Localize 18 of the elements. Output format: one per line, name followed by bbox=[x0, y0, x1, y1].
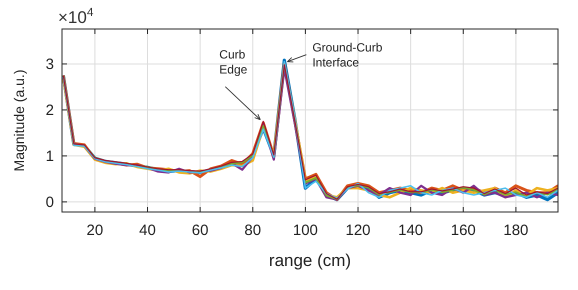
y-axis-title: Magnitude (a.u.) bbox=[11, 70, 27, 172]
y-tick-label: 0 bbox=[46, 194, 54, 212]
y-tick-label: 1 bbox=[46, 148, 54, 166]
x-tick-label: 100 bbox=[292, 222, 318, 239]
x-tick-label: 80 bbox=[244, 222, 262, 239]
text: ×10$^{4}$ bbox=[58, 5, 94, 27]
x-tick-label: 20 bbox=[86, 222, 104, 239]
x-tick-label: 120 bbox=[346, 222, 371, 239]
x-tick-label: 140 bbox=[398, 222, 424, 239]
y-tick-label: 2 bbox=[46, 102, 54, 120]
x-tick-label: 180 bbox=[503, 222, 528, 239]
x-axis-title: range (cm) bbox=[268, 251, 352, 270]
x-tick-label: 160 bbox=[450, 222, 476, 239]
y-tick-label: 3 bbox=[46, 56, 54, 74]
annotation: Ground-Curb Interface bbox=[312, 40, 383, 70]
annotation: Curb Edge bbox=[219, 48, 248, 77]
x-tick-label: 40 bbox=[139, 222, 156, 239]
x-tick-label: 60 bbox=[192, 222, 208, 239]
